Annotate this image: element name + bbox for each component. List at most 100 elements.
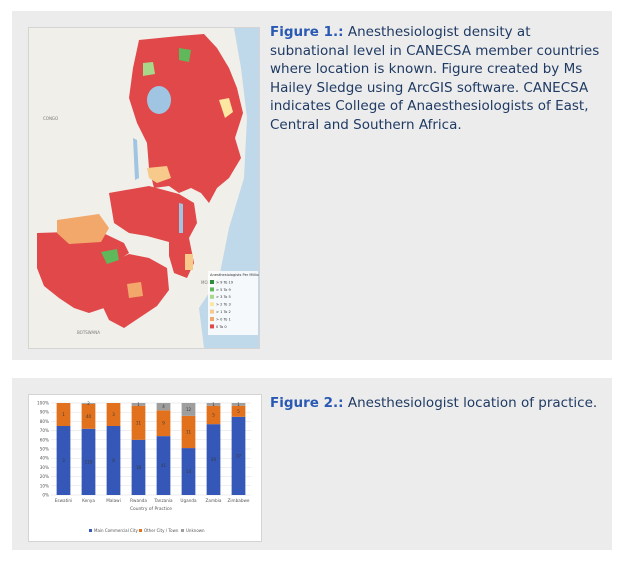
- y-tick-label: 10%: [40, 483, 49, 488]
- bar-segment: [56, 426, 71, 495]
- map-legend-swatch: [210, 280, 214, 284]
- chart-legend-swatch: [181, 529, 184, 532]
- map-label-botswana: BOTSWANA: [77, 330, 100, 335]
- bar-data-label: 1: [137, 402, 140, 407]
- region-east: [129, 34, 243, 203]
- bar-data-label: 110: [85, 459, 93, 464]
- x-tick-label: Zimbabwe: [228, 498, 250, 503]
- x-tick-label: Uganda: [180, 498, 197, 503]
- ocean: [199, 28, 259, 348]
- bar-segment: [206, 405, 221, 425]
- bar-segment: [206, 403, 221, 406]
- bar-data-label: 20: [211, 457, 217, 462]
- figure-1-caption: Figure 1.: Anesthesiologist density at s…: [270, 23, 600, 134]
- map-legend-swatch: [210, 302, 214, 307]
- figure-1-panel: CONGO MOZAMBIQUE BOTSWANA Anesthesiologi…: [12, 11, 612, 360]
- x-axis-title: Country of Practice: [130, 506, 172, 512]
- bar-data-label: 5: [237, 409, 240, 414]
- x-tick-label: Malawi: [106, 498, 121, 503]
- bar-data-label: 5: [212, 412, 215, 417]
- y-tick-label: 30%: [40, 465, 49, 470]
- map-legend-swatch: [210, 317, 214, 321]
- practice-chart: 0% 10% 20% 30% 40% 50% 60% 70% 80% 90% 100% 3 1 Eswat…: [28, 394, 262, 542]
- bar-data-label: 4: [162, 404, 165, 409]
- y-tick-label: 60%: [40, 437, 49, 442]
- bar-segment: [131, 405, 146, 440]
- y-tick-label: 20%: [40, 474, 49, 479]
- bar-segment: [106, 426, 121, 495]
- bar-data-label: 1: [62, 412, 65, 417]
- figure-2-label: Figure 2.:: [270, 395, 344, 411]
- map-legend-background: [208, 271, 258, 335]
- map-legend-label: > 1 To 2: [216, 310, 231, 314]
- y-tick-label: 50%: [40, 447, 49, 452]
- x-tick-label: Tanzania: [153, 498, 173, 503]
- x-tick-label: Zambia: [206, 498, 222, 503]
- map-legend-title: Anesthesiologists Per Million: [210, 273, 259, 277]
- y-tick-label: 70%: [40, 428, 49, 433]
- lake-victoria: [147, 86, 171, 114]
- map-svg: CONGO MOZAMBIQUE BOTSWANA Anesthesiologi…: [29, 28, 261, 348]
- map-legend-swatch: [210, 324, 214, 329]
- figure-1-label: Figure 1.:: [270, 24, 344, 40]
- y-tick-label: 100%: [37, 401, 49, 406]
- region-light-5: [185, 254, 193, 270]
- bar-data-label: 8: [112, 458, 115, 463]
- bar-segment: [181, 415, 196, 449]
- figure-2-caption-text: Anesthesiologist location of practice.: [343, 395, 598, 411]
- bar-segment: [81, 403, 96, 429]
- bar-segment: [231, 416, 246, 495]
- region-green-2: [143, 62, 155, 76]
- density-map: CONGO MOZAMBIQUE BOTSWANA Anesthesiologi…: [28, 27, 261, 349]
- bar-data-label: 37: [236, 453, 242, 458]
- region-light-4: [127, 282, 143, 298]
- chart-legend-label: Other City / Town: [144, 528, 179, 533]
- practice-chart-svg: 0% 10% 20% 30% 40% 50% 60% 70% 80% 90% 100% 3 1 Eswat…: [37, 401, 251, 533]
- bar-data-label: 2: [87, 401, 90, 406]
- bar-data-label: 14: [186, 469, 192, 474]
- bar-data-label: 40: [86, 414, 92, 419]
- region-green-3: [101, 249, 119, 264]
- lake-tanganyika: [133, 138, 139, 180]
- lake-malawi: [179, 203, 183, 233]
- bar-segment: [206, 424, 221, 495]
- figure-1-caption-text: Anesthesiologist density at subnational …: [270, 24, 600, 133]
- bar-segment: [131, 439, 146, 495]
- bar-segment: [181, 448, 196, 495]
- y-tick-label: 90%: [40, 410, 49, 415]
- bar-data-label: 12: [186, 407, 192, 412]
- map-legend-label: > 5 To 9: [216, 288, 232, 292]
- region-light-3: [219, 98, 233, 118]
- bar-segment: [231, 405, 246, 417]
- chart-legend-label: Main Commercial City: [94, 528, 138, 533]
- bar-segment: [131, 403, 146, 406]
- bar-data-label: 3: [112, 412, 115, 417]
- bar-segment: [106, 403, 121, 426]
- region-light-2: [147, 166, 171, 183]
- bar-data-label: 11: [186, 429, 192, 434]
- map-legend-label: 0 To 0: [216, 325, 227, 329]
- bar-segment: [156, 436, 171, 495]
- bar-segment: [81, 403, 96, 404]
- map-label-congo: CONGO: [43, 116, 58, 121]
- bar-segment: [231, 403, 246, 406]
- bar-segment: [156, 410, 171, 437]
- region-green-1: [179, 48, 191, 62]
- bar-data-label: 1: [212, 402, 215, 407]
- bar-data-label: 41: [161, 463, 167, 468]
- map-legend-label: > 0 To 1: [216, 317, 231, 321]
- bar-data-label: 18: [136, 465, 142, 470]
- map-legend-swatch: [210, 309, 214, 314]
- map-legend-label: > 2 To 3: [216, 303, 231, 307]
- figure-2-panel: 0% 10% 20% 30% 40% 50% 60% 70% 80% 90% 100% 3 1 Eswat…: [12, 378, 612, 550]
- map-legend-label: > 9 To 19: [216, 280, 234, 284]
- map-legend-label: > 3 To 5: [216, 295, 231, 299]
- x-tick-label: Eswatini: [55, 498, 72, 503]
- figure-2-caption: Figure 2.: Anesthesiologist location of …: [270, 394, 605, 413]
- map-legend: Anesthesiologists Per Million > 9 To 19 >…: [208, 271, 261, 335]
- y-tick-label: 0%: [42, 493, 49, 498]
- chart-legend-swatch: [89, 529, 92, 532]
- chart-legend-label: Unknown: [186, 528, 205, 533]
- bar-segment: [156, 403, 171, 411]
- bar-data-label: 11: [136, 420, 142, 425]
